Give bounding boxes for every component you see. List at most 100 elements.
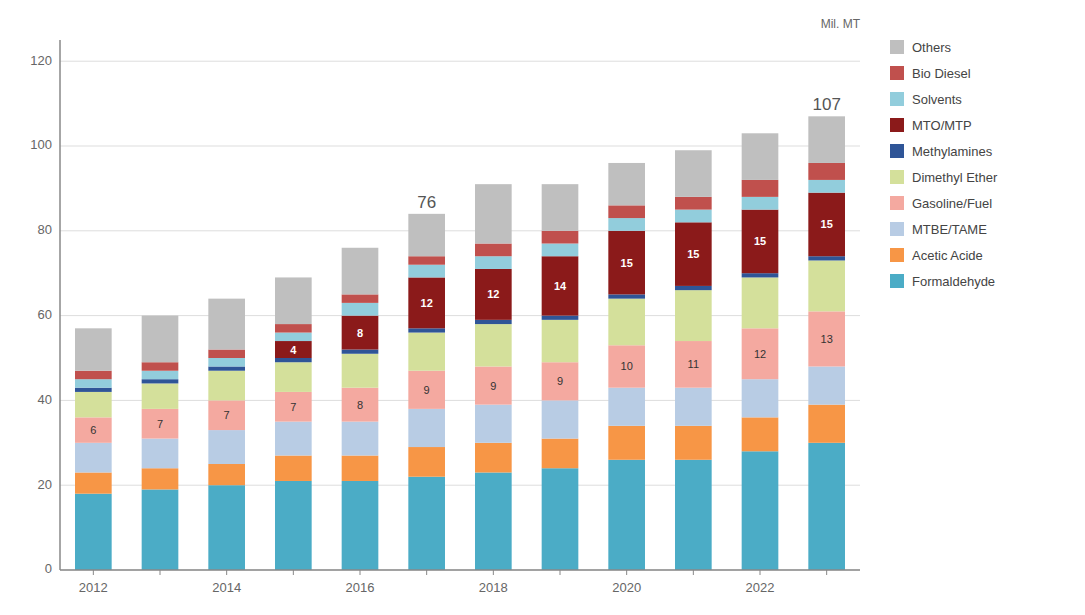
y-tick-label: 0 (45, 561, 52, 576)
bar-segment (542, 400, 579, 438)
data-label: 6 (90, 424, 96, 436)
x-tick-label: 2014 (212, 580, 241, 595)
x-tick (93, 570, 94, 575)
bar-segment (742, 451, 779, 570)
bar-segment (275, 481, 312, 570)
chart: 0204060801001206777488912912914101511151… (0, 0, 1085, 615)
bar-segment (675, 210, 712, 223)
data-label: 12 (487, 288, 499, 300)
bar-segment (408, 328, 445, 332)
bar-segment (75, 371, 112, 379)
bar-segment (342, 481, 379, 570)
bar-segment (142, 409, 179, 439)
bar-segment (475, 366, 512, 404)
data-labels: 67774889129129141015111512151315 (90, 218, 833, 436)
annotations: 76107 (417, 95, 841, 212)
bar-segment (408, 447, 445, 477)
bar-segment (542, 316, 579, 320)
data-label: 11 (688, 358, 699, 370)
bar-segment (742, 210, 779, 274)
bar-segment (742, 273, 779, 277)
bar-segment (275, 277, 312, 324)
bar-segment (542, 439, 579, 469)
bar-segment (408, 277, 445, 328)
bar-segment (75, 328, 112, 370)
data-label: 7 (224, 409, 230, 421)
data-label: 15 (754, 235, 766, 247)
bar-segment (408, 265, 445, 278)
x-tick (626, 570, 627, 575)
bar-segment (342, 303, 379, 316)
legend-entry: MTO/MTP (912, 118, 972, 133)
legend-swatch (890, 196, 904, 210)
bar-segment (808, 443, 845, 570)
bar-segment (675, 197, 712, 210)
bar-segment (75, 392, 112, 417)
bar-segment (342, 350, 379, 354)
data-label: 14 (554, 280, 567, 292)
bar-segment (75, 388, 112, 392)
bar-segment (208, 299, 245, 350)
data-label: 7 (290, 401, 296, 413)
bar-segment (608, 163, 645, 205)
bar-segment (675, 150, 712, 197)
x-tick-label: 2012 (79, 580, 108, 595)
bar-segment (208, 366, 245, 370)
total-annotation: 76 (417, 193, 436, 212)
bar-segment (142, 379, 179, 383)
bar-segment (808, 311, 845, 366)
legend-swatch (890, 66, 904, 80)
data-label: 8 (357, 399, 363, 411)
data-label: 7 (157, 418, 163, 430)
bar-segment (542, 320, 579, 362)
bar-segment (408, 371, 445, 409)
bar-segment (208, 371, 245, 401)
bar-segment (475, 244, 512, 257)
bar-segment (142, 439, 179, 469)
data-label: 9 (490, 380, 496, 392)
bar-segment (275, 358, 312, 362)
bar-segment (408, 409, 445, 447)
bar-segment (342, 422, 379, 456)
bar-segment (675, 388, 712, 426)
bar-segment (542, 362, 579, 400)
bar-segment (675, 460, 712, 570)
bar-segment (675, 290, 712, 341)
bar-segment (742, 180, 779, 197)
bar-segment (408, 477, 445, 570)
bar-segment (208, 350, 245, 358)
bar-segment (808, 366, 845, 404)
bar-segment (542, 244, 579, 257)
y-axis-line (59, 40, 61, 570)
bar-segment (608, 426, 645, 460)
bar-segment (408, 256, 445, 264)
y-tick-label: 60 (38, 307, 52, 322)
bar-segment (808, 260, 845, 311)
bar-segment (808, 405, 845, 443)
bar-segment (742, 197, 779, 210)
bar-segment (342, 388, 379, 422)
bar-segment (275, 341, 312, 358)
legend-swatch (890, 92, 904, 106)
bar-segment (608, 294, 645, 298)
data-label: 9 (424, 384, 430, 396)
grid-line (60, 61, 860, 62)
bar-segment (208, 358, 245, 366)
bar-segment (142, 383, 179, 408)
bar-segment (675, 341, 712, 388)
bar-segment (608, 218, 645, 231)
legend-swatch (890, 248, 904, 262)
bar-segment (208, 485, 245, 570)
x-tick (160, 570, 161, 575)
bar-segment (142, 362, 179, 370)
legend-entry: Methylamines (912, 144, 993, 159)
legend-entry: Acetic Acide (912, 248, 983, 263)
x-tick-label: 2018 (479, 580, 508, 595)
bar-segment (608, 388, 645, 426)
data-label: 9 (557, 375, 563, 387)
bar-segment (275, 456, 312, 481)
x-tick (760, 570, 761, 575)
legend-entry: Others (912, 40, 952, 55)
data-label: 15 (821, 218, 833, 230)
bar-segment (608, 231, 645, 295)
